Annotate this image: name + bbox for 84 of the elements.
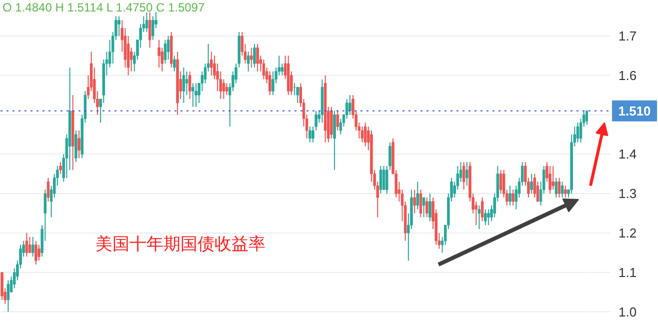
candlestick	[382, 166, 386, 190]
candlestick	[364, 122, 367, 147]
candlestick	[333, 110, 336, 170]
candlestick	[548, 166, 552, 194]
candlestick	[558, 177, 561, 198]
annotation: O 1.4840 H 1.5114 L 1.4750 C 1.5097	[2, 0, 205, 14]
candlestick	[560, 181, 564, 198]
candlestick	[339, 118, 342, 135]
candlestick	[413, 189, 416, 214]
candlestick	[182, 66, 186, 104]
y-tick-label: 1.3	[618, 186, 637, 202]
y-tick-label: 1.6	[618, 68, 637, 83]
candlestick	[166, 35, 170, 60]
candlestick	[348, 94, 352, 116]
candlestick	[34, 240, 38, 266]
y-tick-label: 1.1	[618, 264, 637, 280]
candlestick	[308, 126, 312, 143]
candlestick	[192, 82, 194, 108]
candlestick	[38, 244, 40, 262]
candlestick	[345, 98, 348, 120]
candlestick	[576, 122, 580, 143]
candlestick	[416, 181, 419, 210]
candlestick	[512, 189, 514, 206]
candlestick	[46, 177, 50, 202]
candlestick	[6, 280, 10, 312]
y-tick-label: 1.4	[618, 146, 637, 162]
candlestick	[330, 106, 333, 139]
y-tick-label: 1.7	[618, 28, 637, 44]
y-tick-label: 1.0	[618, 304, 637, 320]
candlestick	[508, 185, 512, 206]
candlestick	[552, 166, 554, 190]
candlestick	[118, 16, 120, 36]
candlestick	[480, 197, 484, 222]
candlestick	[78, 130, 80, 159]
candlestick	[225, 82, 228, 96]
candlestick	[188, 70, 192, 100]
candlestick	[586, 110, 588, 126]
candlestick	[210, 51, 213, 76]
candlestick	[426, 197, 428, 218]
candlestick	[272, 70, 274, 96]
candlestick	[564, 185, 567, 198]
candlestick	[379, 166, 382, 194]
candlestick	[419, 189, 422, 218]
candlestick	[474, 200, 478, 226]
candlestick	[280, 63, 284, 76]
candlestick	[164, 39, 167, 64]
candlestick	[253, 43, 256, 68]
candlestick	[130, 47, 133, 72]
candlestick	[152, 16, 154, 40]
text: 美国十年期国债收益率	[96, 234, 266, 254]
candlestick	[185, 70, 188, 96]
candlestick	[554, 177, 558, 198]
candlestick	[246, 51, 250, 72]
candlestick	[25, 232, 28, 258]
candlestick	[466, 162, 468, 186]
candlestick	[0, 272, 4, 300]
y-tick-label: 1.2	[618, 225, 637, 240]
candlestick	[268, 70, 272, 96]
candlestick	[222, 78, 226, 100]
candlestick	[194, 82, 198, 108]
candlestick	[360, 126, 364, 143]
ref-line-label: 1.510	[618, 103, 651, 118]
candlestick	[148, 12, 152, 48]
candlestick	[262, 59, 266, 80]
candlestick	[499, 169, 502, 194]
candlestick	[296, 86, 299, 104]
candlestick	[336, 110, 339, 132]
candlestick	[250, 47, 253, 68]
candlestick	[173, 55, 176, 72]
candlestick	[462, 162, 466, 190]
candlestick	[256, 43, 259, 72]
candlestick	[484, 208, 487, 226]
candlestick	[533, 173, 536, 198]
candlestick	[74, 130, 78, 163]
candlestick	[487, 208, 490, 226]
candlestick	[422, 197, 426, 218]
candlestick	[59, 162, 62, 174]
candlestick	[530, 173, 533, 194]
candlestick	[28, 236, 32, 254]
candlestick	[31, 236, 34, 258]
candlestick	[428, 193, 432, 222]
candlestick	[158, 39, 160, 68]
candlestick	[145, 12, 148, 33]
candlestick	[478, 204, 481, 230]
